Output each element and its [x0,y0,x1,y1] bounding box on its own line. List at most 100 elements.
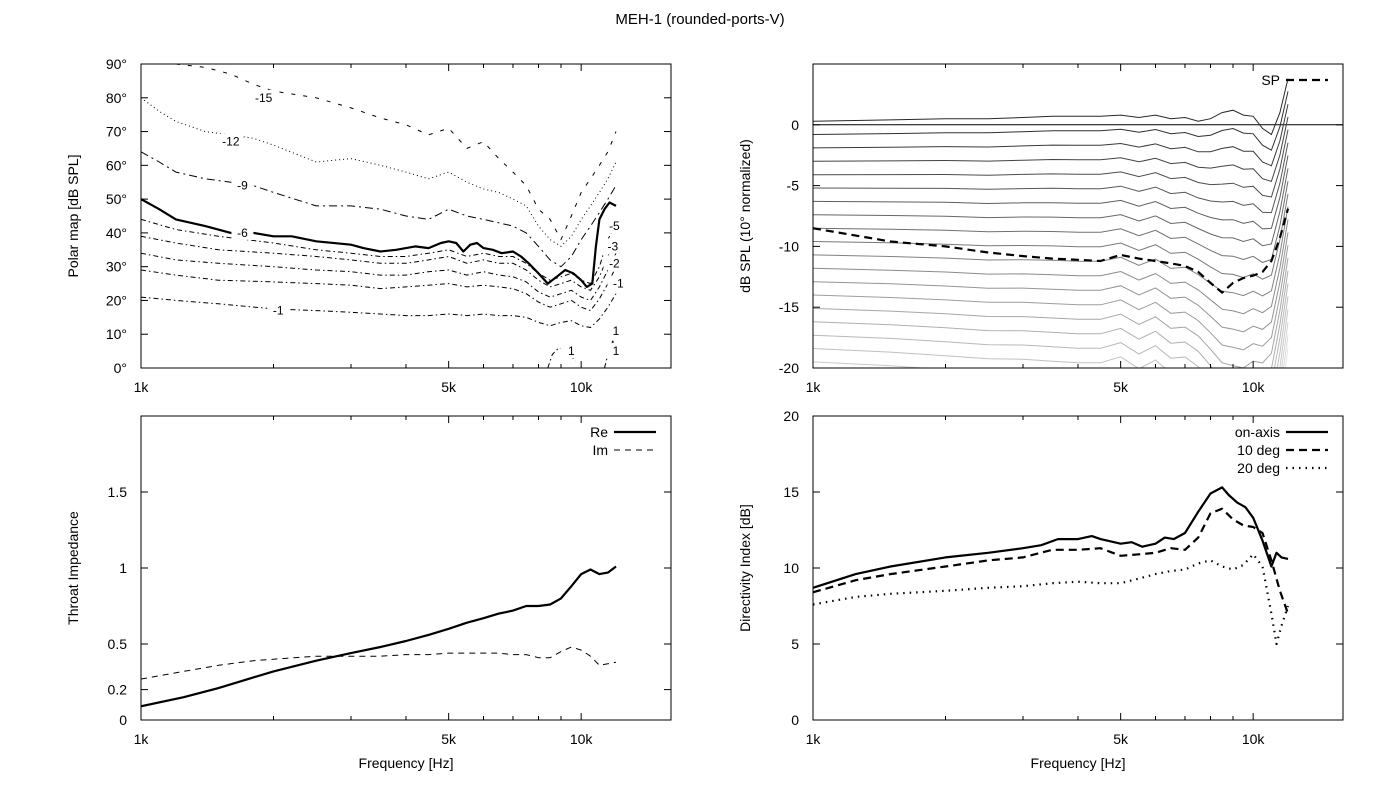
series-line-20-deg [813,553,1290,646]
y-tick-label: 80° [106,90,127,106]
contour-label-bg [231,177,254,193]
chart-polar-map: -15 -12 -9 -6 -5 -3 -2 -1 -1 1 1 1 1k 5k 10k 0° 10° 20° 30… [65,56,672,395]
y-axis-label: Directivity Index [dB] [737,504,753,632]
contour-label: -9 [237,179,248,193]
y-tick-label: -20 [779,360,799,376]
angle-curve [813,91,1289,151]
contour-label: -5 [609,219,620,233]
chart-directivity-index: 1k 5k 10k 0 5 10 15 20 Directivity Index [dB] Fre… [737,408,1344,771]
series-line--1 [141,293,617,328]
series-line--5 [141,218,617,285]
x-tick-label: 1k [806,379,822,395]
angle-curve [813,283,1289,368]
y-tick-label: 0 [791,117,799,133]
y-tick-label: 70° [106,124,127,140]
legend-label: on-axis [1235,424,1280,440]
contour-label: -6 [237,226,248,240]
series-line-on-axis [813,486,1289,589]
contour-label-bg [560,343,583,359]
x-tick-label: 5k [1113,731,1129,747]
series-line--4 [141,235,617,291]
contour-label-bg [601,238,624,254]
x-tick-label: 1k [134,379,150,395]
plot-area [141,565,617,708]
y-tick-label: 1.5 [108,484,128,500]
contour-label-bg [605,322,628,338]
contour-label: -1 [273,304,284,318]
contour-label: 1 [613,344,620,358]
y-tick-label: 90° [106,56,127,72]
angle-curve [813,129,1289,198]
series-line-im [141,646,617,680]
contour-label-bg [252,89,275,105]
contour-label-bg [603,255,626,271]
figure-title: MEH-1 (rounded-ports-V) [615,11,784,28]
contour-label-bg [231,224,254,240]
legend-label: 20 deg [1237,460,1280,476]
y-tick-label: 20 [783,408,799,424]
contour-label: -12 [222,135,240,149]
angle-curve [813,193,1289,280]
x-tick-label: 1k [806,731,822,747]
x-tick-label: 10k [1242,379,1266,395]
legend-label: Re [590,424,608,440]
contour-label: 1 [568,344,575,358]
chart-panels: -15 -12 -9 -6 -5 -3 -2 -1 -1 1 1 1 1k 5k 10k 0° 10° 20° 30… [65,56,1344,771]
y-tick-label: 0 [119,712,127,728]
contour-label-bg [603,218,626,234]
y-tick-label: 1 [119,560,127,576]
series-line--6 [141,198,617,288]
contour-label-bg [607,275,630,291]
y-tick-label: 0.5 [108,636,128,652]
angle-curve [813,168,1289,247]
series-line--12 [141,97,617,247]
series-line--15 [175,64,617,241]
legend-label: 10 deg [1237,442,1280,458]
y-tick-label: 5 [791,636,799,652]
angle-curve [813,257,1289,368]
chart-normalized-spl: 1k 5k 10k -20 -15 -10 -5 0 dB SPL (10° normalize… [737,63,1344,395]
y-tick-label: 10° [106,326,127,342]
angle-curve [813,142,1289,214]
y-tick-label: 30° [106,259,127,275]
x-tick-label: 10k [570,731,594,747]
y-axis-label: Polar map [dB SPL] [65,155,81,278]
y-tick-label: -10 [779,238,799,254]
angle-curve [813,155,1289,230]
plot-area [813,486,1290,646]
angle-curve [813,78,1289,136]
y-tick-label: -5 [787,178,800,194]
contour-label: -1 [613,277,624,291]
x-tick-label: 5k [441,379,457,395]
angle-curve [813,219,1289,315]
y-tick-label: 50° [106,191,127,207]
contour-label: 1 [613,324,620,338]
angle-curve [813,181,1289,263]
series-line-10-deg [813,507,1290,614]
y-tick-label: 0° [114,360,127,376]
y-tick-label: 0.2 [108,682,128,698]
x-axis-label: Frequency [Hz] [359,755,454,771]
y-tick-label: 10 [783,560,799,576]
angle-curve [813,232,1289,333]
series-line-re [141,565,617,708]
series-line-1 [547,347,576,368]
contour-label-bg [219,133,242,149]
x-axis-label: Frequency [Hz] [1031,755,1126,771]
y-tick-label: 60° [106,157,127,173]
plot-area: -15 -12 -9 -6 -5 -3 -2 -1 -1 1 1 1 [141,64,630,368]
plot-area [813,78,1343,368]
legend-label: SP [1261,72,1280,88]
series-line--2 [141,266,617,312]
contour-label-bg [605,343,628,359]
contour-label: -15 [255,91,273,105]
x-tick-label: 10k [570,379,594,395]
y-tick-label: 0 [791,712,799,728]
angle-curve [813,116,1289,183]
y-tick-label: 15 [783,484,799,500]
angle-curve [813,206,1289,297]
legend-label: Im [592,442,608,458]
x-tick-label: 10k [1242,731,1266,747]
